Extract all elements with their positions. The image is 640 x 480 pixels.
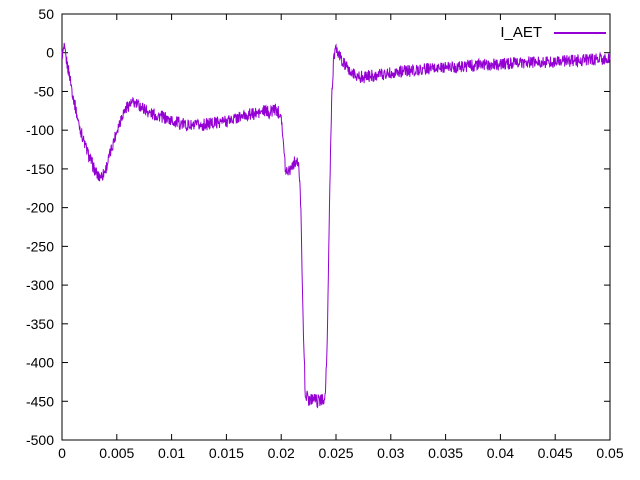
y-tick-label: -200 bbox=[26, 200, 54, 216]
y-tick-label: -400 bbox=[26, 355, 54, 371]
legend-line-sample bbox=[554, 31, 606, 34]
x-tick-label: 0.01 bbox=[158, 445, 185, 461]
plot-border bbox=[61, 13, 611, 441]
x-tick-label: 0.05 bbox=[596, 445, 623, 461]
legend: I_AET bbox=[500, 24, 606, 41]
x-tick-label: 0.02 bbox=[268, 445, 295, 461]
y-tick-label: -500 bbox=[26, 432, 54, 448]
y-tick-label: -300 bbox=[26, 277, 54, 293]
y-tick-label: 50 bbox=[38, 6, 54, 22]
x-tick-label: 0.035 bbox=[428, 445, 463, 461]
x-tick-label: 0.045 bbox=[538, 445, 573, 461]
y-tick-label: -450 bbox=[26, 393, 54, 409]
x-tick-label: 0.005 bbox=[99, 445, 134, 461]
x-tick-label: 0 bbox=[58, 445, 66, 461]
y-tick-label: -350 bbox=[26, 316, 54, 332]
y-tick-label: 0 bbox=[46, 45, 54, 61]
x-tick-label: 0.04 bbox=[487, 445, 514, 461]
series-line-I_AET bbox=[61, 42, 611, 409]
y-tick-label: -150 bbox=[26, 161, 54, 177]
y-tick-label: -250 bbox=[26, 238, 54, 254]
x-tick-label: 0.03 bbox=[377, 445, 404, 461]
x-tick-label: 0.025 bbox=[318, 445, 353, 461]
y-tick-label: -100 bbox=[26, 122, 54, 138]
x-tick-label: 0.015 bbox=[209, 445, 244, 461]
y-tick-label: -50 bbox=[34, 83, 54, 99]
legend-label: I_AET bbox=[500, 24, 542, 41]
